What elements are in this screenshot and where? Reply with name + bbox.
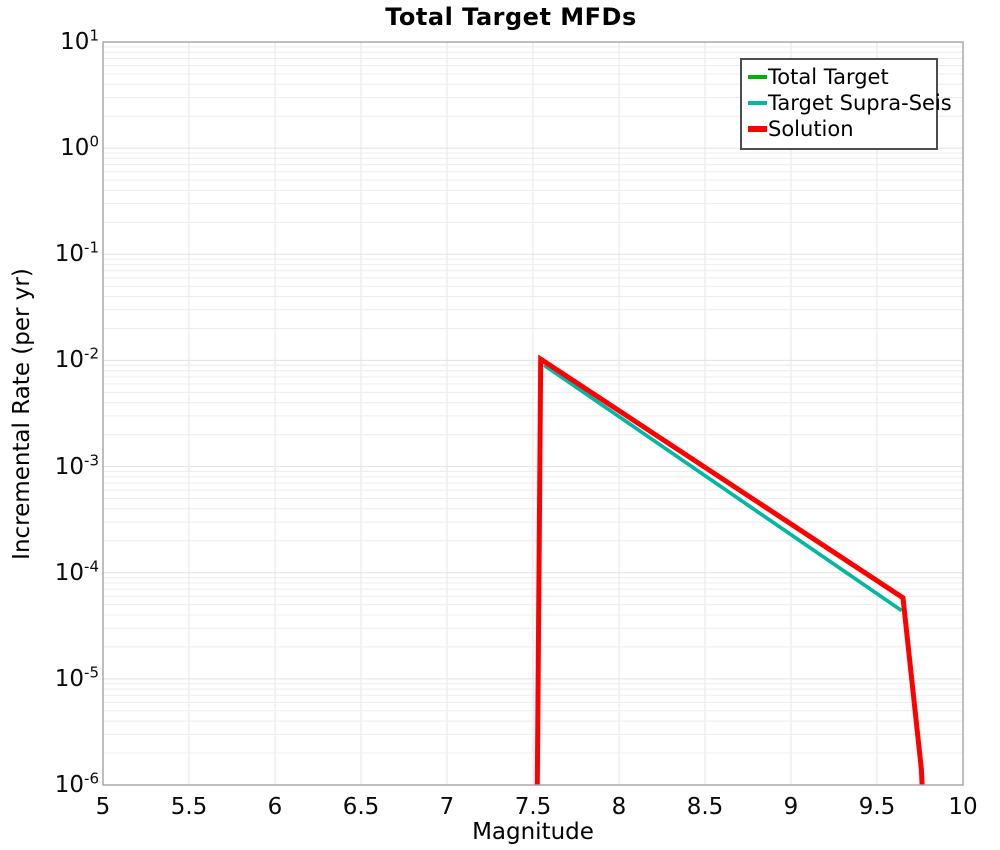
legend-label: Solution	[768, 117, 854, 141]
x-tick: 9.5	[858, 794, 896, 820]
legend-item-target-supra-seis: Target Supra-Seis	[748, 90, 952, 116]
x-tick: 10	[948, 794, 978, 820]
x-tick: 7	[439, 794, 455, 820]
x-tick: 6	[267, 794, 283, 820]
legend-line-swatch	[748, 126, 767, 132]
gridlines	[103, 42, 963, 785]
legend: Total Target Target Supra-Seis Solution	[740, 58, 952, 150]
series-line-target-supra-seis	[543, 363, 903, 613]
x-tick: 7.5	[514, 794, 552, 820]
legend-label: Total Target	[768, 65, 889, 89]
x-tick: 8.5	[686, 794, 724, 820]
legend-label: Target Supra-Seis	[768, 91, 952, 115]
y-tick: 10-3	[54, 451, 99, 480]
y-tick: 10-6	[54, 769, 99, 799]
series-lines	[534, 354, 925, 785]
x-tick: 5.5	[170, 794, 208, 820]
x-tick: 8	[611, 794, 627, 820]
x-tick: 6.5	[342, 794, 380, 820]
x-tick: 5	[95, 794, 111, 820]
y-tick: 100	[60, 132, 99, 162]
y-tick: 10-5	[54, 663, 99, 693]
plot-border	[102, 41, 964, 786]
legend-item-total-target: Total Target	[748, 64, 930, 90]
y-tick: 10-1	[54, 238, 99, 268]
legend-line-swatch	[748, 75, 767, 79]
y-tick: 10-2	[54, 344, 99, 374]
x-tick: 9	[783, 794, 799, 820]
legend-line-swatch	[748, 101, 767, 105]
series-line-solution	[534, 354, 925, 785]
legend-item-solution: Solution	[748, 116, 930, 142]
chart-title: Total Target MFDs	[385, 3, 637, 31]
y-tick: 10-4	[54, 557, 99, 586]
y-tick: 101	[60, 26, 99, 56]
y-axis-label: Incremental Rate (per yr)	[9, 268, 35, 560]
x-axis-label: Magnitude	[472, 819, 594, 845]
